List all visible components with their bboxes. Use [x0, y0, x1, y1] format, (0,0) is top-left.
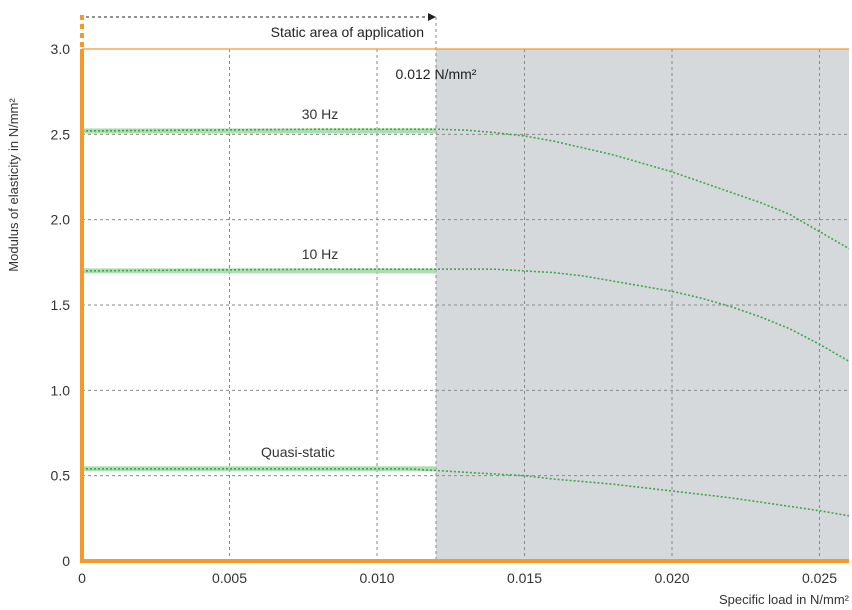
static-band [82, 128, 436, 134]
x-tick-label: 0 [78, 570, 86, 586]
y-axis-title: Modulus of elasticity in N/mm² [6, 98, 21, 272]
x-tick-labels: 0 0.005 0.010 0.015 0.020 0.025 [78, 570, 837, 586]
series-lines [81, 128, 850, 517]
axes [80, 13, 849, 563]
y-tick-label: 1.5 [51, 297, 71, 313]
x-tick-label: 0.010 [359, 570, 394, 586]
y-tick-label: 0 [62, 553, 70, 569]
y-tick-label: 2.0 [51, 212, 71, 228]
y-tick-label: 1.0 [51, 382, 71, 398]
series-label: 30 Hz [302, 106, 339, 122]
series-line [82, 467, 850, 517]
x-tick-label: 0.015 [507, 570, 542, 586]
series-line [81, 268, 850, 362]
y-tick-label: 0.5 [51, 468, 71, 484]
y-tick-labels: 0 0.5 1.0 1.5 2.0 2.5 3.0 [51, 41, 71, 569]
y-tick-label: 3.0 [51, 41, 71, 57]
series-label: Quasi-static [261, 444, 335, 460]
x-tick-label: 0.020 [654, 570, 689, 586]
annotations: Static area of application 0.012 N/mm² [271, 24, 477, 82]
static-band [82, 268, 436, 274]
x-tick-label: 0.025 [802, 570, 837, 586]
x-tick-label: 0.005 [212, 570, 247, 586]
series-line [81, 128, 850, 250]
static-arrow-head [428, 13, 436, 21]
series-label: 10 Hz [302, 246, 339, 262]
static-area-label: Static area of application [271, 24, 424, 40]
boundary-label: 0.012 N/mm² [396, 66, 477, 82]
series-labels: 30 Hz 10 Hz Quasi-static [261, 106, 338, 460]
x-axis-title: Specific load in N/mm² [719, 592, 850, 607]
y-tick-label: 2.5 [51, 126, 71, 142]
